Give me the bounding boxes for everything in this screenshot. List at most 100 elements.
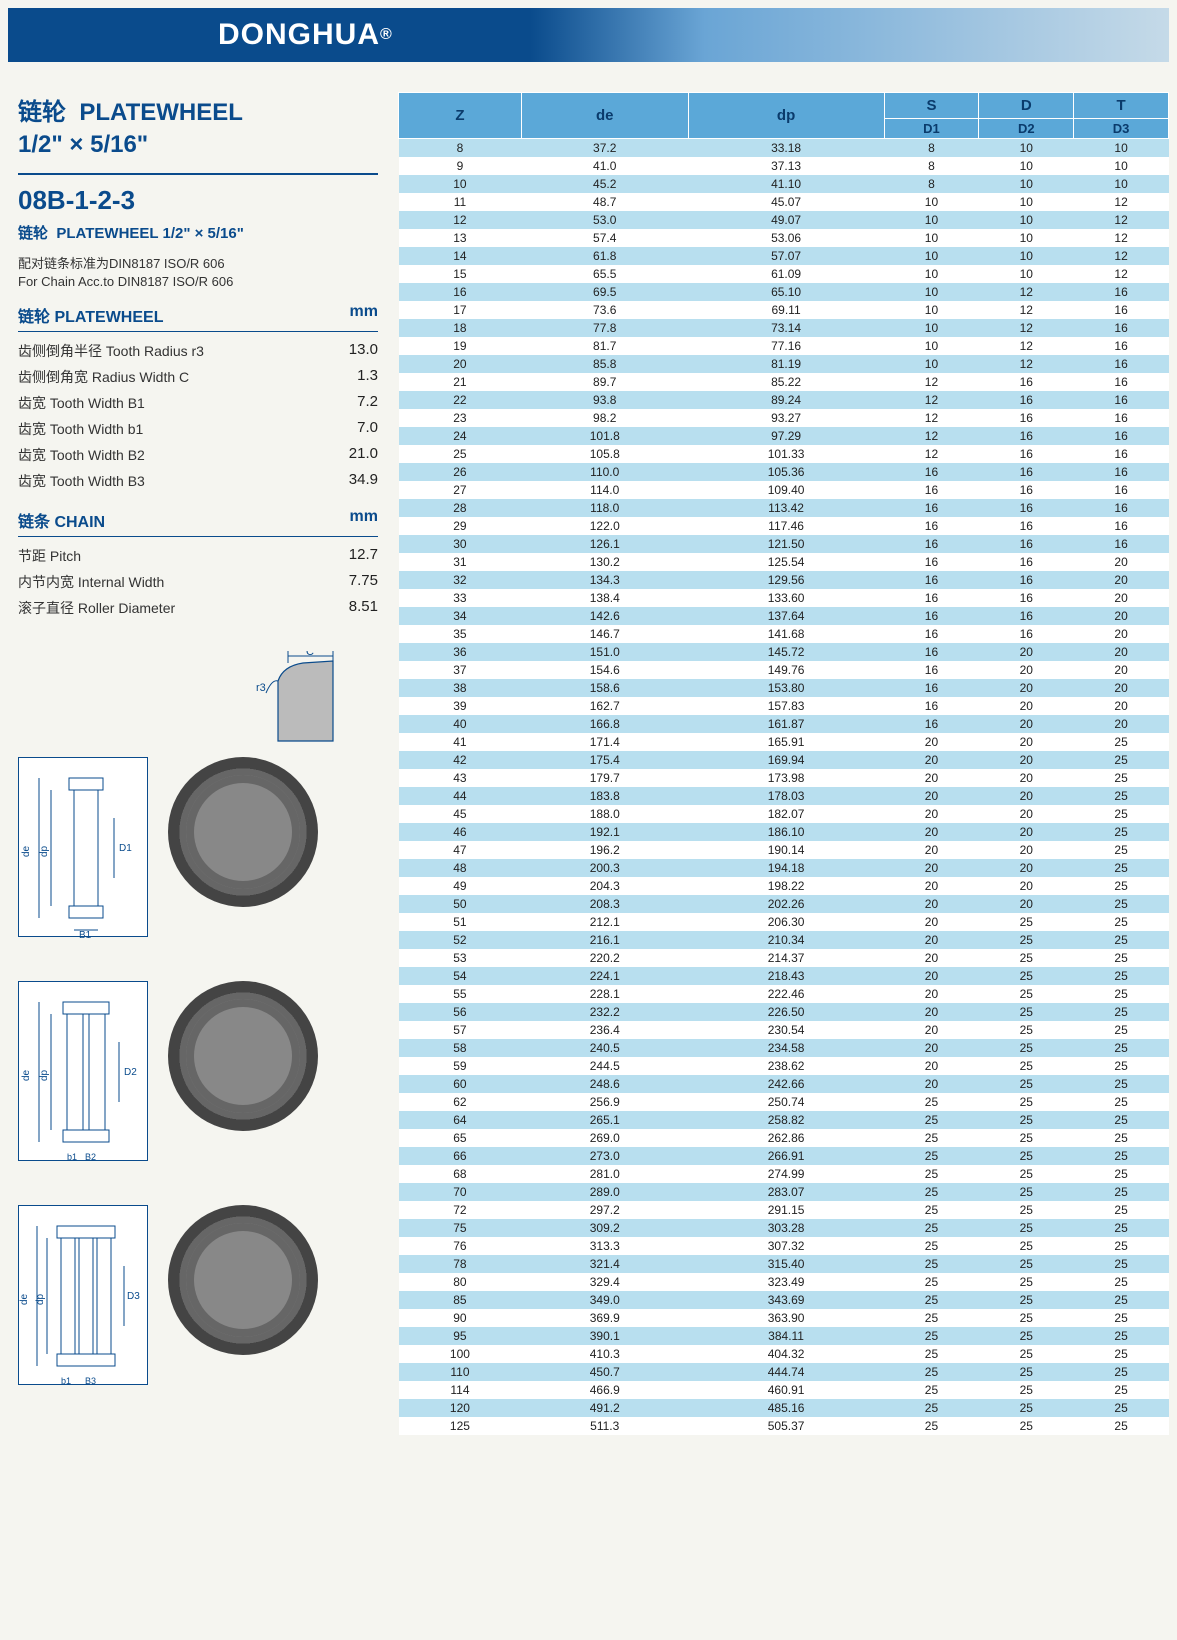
spec-value: 7.2 xyxy=(357,393,378,413)
table-cell: 25 xyxy=(1074,1003,1169,1021)
table-row: 1773.669.11101216 xyxy=(399,301,1169,319)
table-cell: 45.2 xyxy=(521,175,688,193)
table-cell: 25 xyxy=(979,1057,1074,1075)
table-cell: 12 xyxy=(1074,229,1169,247)
table-cell: 16 xyxy=(1074,301,1169,319)
table-cell: 58 xyxy=(399,1039,522,1057)
table-cell: 76 xyxy=(399,1237,522,1255)
table-cell: 16 xyxy=(979,391,1074,409)
table-cell: 25 xyxy=(979,1129,1074,1147)
table-row: 1461.857.07101012 xyxy=(399,247,1169,265)
table-cell: 20 xyxy=(884,823,979,841)
table-cell: 222.46 xyxy=(688,985,884,1003)
table-cell: 16 xyxy=(979,481,1074,499)
table-row: 64265.1258.82252525 xyxy=(399,1111,1169,1129)
table-cell: 105.8 xyxy=(521,445,688,463)
table-cell: 25 xyxy=(884,1309,979,1327)
spec-row: 齿宽 Tooth Width B17.2 xyxy=(18,390,378,416)
table-cell: 10 xyxy=(979,211,1074,229)
table-cell: 54 xyxy=(399,967,522,985)
table-cell: 16 xyxy=(1074,427,1169,445)
table-cell: 210.34 xyxy=(688,931,884,949)
table-cell: 105.36 xyxy=(688,463,884,481)
table-cell: 25 xyxy=(1074,1381,1169,1399)
table-cell: 25 xyxy=(979,1309,1074,1327)
table-cell: 262.86 xyxy=(688,1129,884,1147)
svg-text:dp: dp xyxy=(39,845,50,857)
table-cell: 242.66 xyxy=(688,1075,884,1093)
table-cell: 20 xyxy=(884,949,979,967)
table-cell: 16 xyxy=(979,517,1074,535)
table-cell: 56 xyxy=(399,1003,522,1021)
table-row: 53220.2214.37202525 xyxy=(399,949,1169,967)
table-row: 47196.2190.14202025 xyxy=(399,841,1169,859)
table-cell: 25 xyxy=(1074,1111,1169,1129)
table-cell: 36 xyxy=(399,643,522,661)
table-cell: 12 xyxy=(979,337,1074,355)
table-cell: 62 xyxy=(399,1093,522,1111)
spec-label: 齿宽 Tooth Width B3 xyxy=(18,471,145,491)
table-cell: 20 xyxy=(884,1057,979,1075)
table-cell: 25 xyxy=(1074,1399,1169,1417)
table-row: 114466.9460.91252525 xyxy=(399,1381,1169,1399)
table-cell: 323.49 xyxy=(688,1273,884,1291)
table-cell: 51 xyxy=(399,913,522,931)
table-cell: 202.26 xyxy=(688,895,884,913)
table-cell: 16 xyxy=(884,625,979,643)
table-cell: 460.91 xyxy=(688,1381,884,1399)
table-cell: 65 xyxy=(399,1129,522,1147)
table-cell: 25 xyxy=(979,949,1074,967)
table-cell: 16 xyxy=(884,607,979,625)
table-cell: 16 xyxy=(979,553,1074,571)
table-cell: 200.3 xyxy=(521,859,688,877)
table-cell: 25 xyxy=(884,1147,979,1165)
table-cell: 25 xyxy=(884,1111,979,1129)
table-cell: 78 xyxy=(399,1255,522,1273)
table-cell: 25 xyxy=(979,1075,1074,1093)
spec-row: 齿宽 Tooth Width B221.0 xyxy=(18,442,378,468)
table-cell: 165.91 xyxy=(688,733,884,751)
table-cell: 20 xyxy=(884,877,979,895)
table-cell: 343.69 xyxy=(688,1291,884,1309)
table-row: 28118.0113.42161616 xyxy=(399,499,1169,517)
table-row: 76313.3307.32252525 xyxy=(399,1237,1169,1255)
table-row: 54224.1218.43202525 xyxy=(399,967,1169,985)
table-row: 29122.0117.46161616 xyxy=(399,517,1169,535)
table-cell: 511.3 xyxy=(521,1417,688,1435)
spec-value: 1.3 xyxy=(357,367,378,387)
table-cell: 25 xyxy=(884,1273,979,1291)
note-cn: 配对链条标准为DIN8187 ISO/R 606 xyxy=(18,253,378,272)
table-row: 45188.0182.07202025 xyxy=(399,805,1169,823)
svg-text:D3: D3 xyxy=(127,1291,140,1302)
spec-label: 齿侧倒角半径 Tooth Radius r3 xyxy=(18,341,204,361)
diagram-triple: de dp D3 b1 B3 xyxy=(18,1205,148,1385)
table-row: 2293.889.24121616 xyxy=(399,391,1169,409)
table-cell: 25 xyxy=(1074,877,1169,895)
table-cell: 53.0 xyxy=(521,211,688,229)
table-cell: 20 xyxy=(884,805,979,823)
table-cell: 10 xyxy=(884,247,979,265)
svg-text:b1: b1 xyxy=(61,1376,71,1386)
table-cell: 98.2 xyxy=(521,409,688,427)
table-cell: 134.3 xyxy=(521,571,688,589)
divider xyxy=(18,173,378,175)
table-cell: 25 xyxy=(979,1237,1074,1255)
table-cell: 27 xyxy=(399,481,522,499)
table-cell: 269.0 xyxy=(521,1129,688,1147)
table-cell: 45.07 xyxy=(688,193,884,211)
table-cell: 25 xyxy=(1074,1273,1169,1291)
table-cell: 95 xyxy=(399,1327,522,1345)
table-cell: 97.29 xyxy=(688,427,884,445)
table-cell: 212.1 xyxy=(521,913,688,931)
spec-row: 内节内宽 Internal Width7.75 xyxy=(18,569,378,595)
table-cell: 173.98 xyxy=(688,769,884,787)
table-cell: 20 xyxy=(1074,679,1169,697)
table-cell: 85.22 xyxy=(688,373,884,391)
spec-label: 节距 Pitch xyxy=(18,546,81,566)
registered-mark: ® xyxy=(380,26,393,44)
table-cell: 369.9 xyxy=(521,1309,688,1327)
table-cell: 17 xyxy=(399,301,522,319)
table-cell: 16 xyxy=(1074,517,1169,535)
table-cell: 25 xyxy=(884,1381,979,1399)
table-cell: 114.0 xyxy=(521,481,688,499)
